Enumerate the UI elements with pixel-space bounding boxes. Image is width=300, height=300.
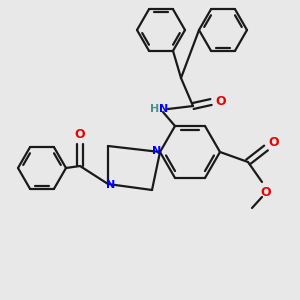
Text: N: N xyxy=(106,180,116,190)
Text: O: O xyxy=(261,185,271,199)
Text: O: O xyxy=(216,94,226,107)
Text: N: N xyxy=(152,146,162,156)
Text: O: O xyxy=(75,128,85,140)
Text: H: H xyxy=(150,104,160,114)
Text: O: O xyxy=(269,136,279,148)
Text: N: N xyxy=(159,104,169,114)
